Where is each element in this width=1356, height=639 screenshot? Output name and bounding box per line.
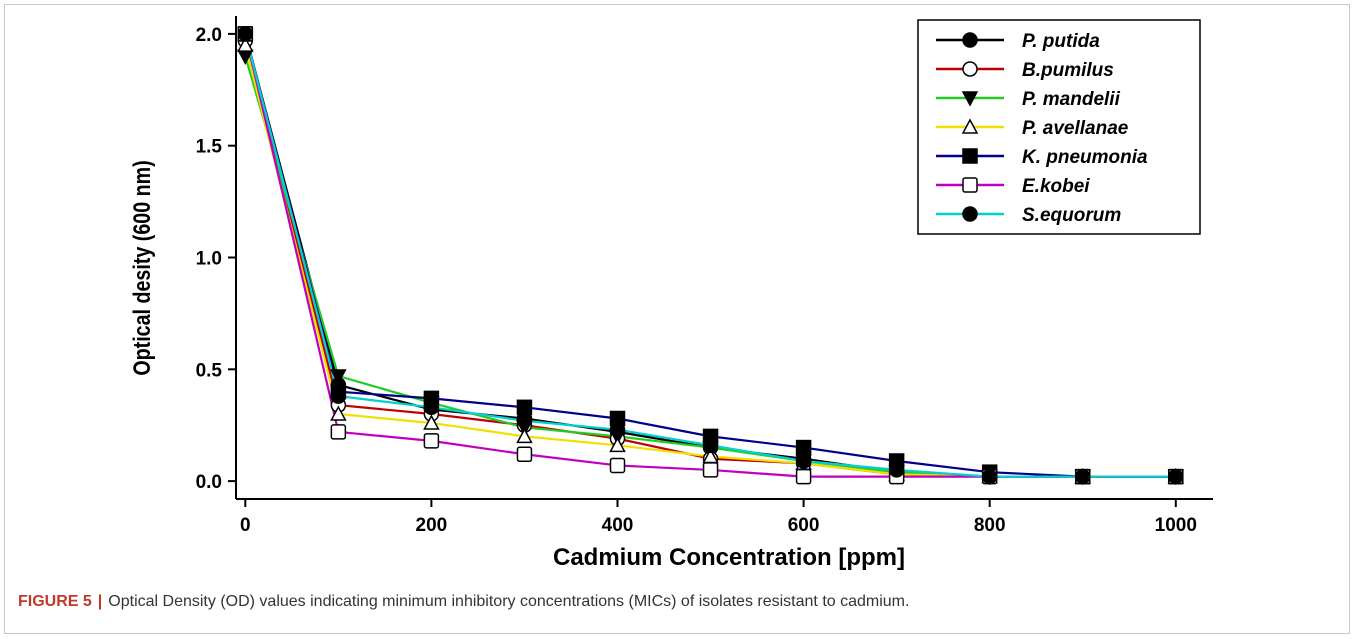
legend-marker xyxy=(962,32,978,48)
data-point xyxy=(702,437,719,454)
legend-label: S.equorum xyxy=(1022,205,1121,226)
legend-marker xyxy=(962,61,978,77)
data-point xyxy=(330,405,347,421)
data-point xyxy=(423,414,440,430)
data-point xyxy=(795,468,812,485)
data-point xyxy=(516,412,533,429)
data-point xyxy=(330,424,347,440)
figure-caption: FIGURE 5 | Optical Density (OD) values ind… xyxy=(18,593,1338,611)
caption-text: Optical Density (OD) values indicating m… xyxy=(108,593,910,610)
data-point xyxy=(795,453,812,469)
y-tick-label: 1.0 xyxy=(196,249,222,270)
data-point xyxy=(516,399,533,416)
legend-label: E.kobei xyxy=(1022,176,1090,197)
x-tick-label: 0 xyxy=(240,515,251,536)
data-point xyxy=(1168,468,1184,485)
legend-marker xyxy=(962,206,978,222)
data-point xyxy=(981,468,998,485)
legend-marker xyxy=(961,91,979,107)
data-point xyxy=(423,433,440,449)
x-tick-label: 800 xyxy=(974,515,1006,536)
legend-label: P. avellanae xyxy=(1022,118,1129,139)
x-axis-label: Cadmium Concentration [ppm] xyxy=(553,544,905,571)
y-tick-label: 1.5 xyxy=(196,137,223,158)
legend-label: K. pneumonia xyxy=(1022,147,1148,168)
data-point xyxy=(609,421,626,438)
legend-label: P. mandelii xyxy=(1022,89,1121,110)
data-point xyxy=(330,388,347,404)
x-tick-label: 1000 xyxy=(1155,515,1197,536)
y-tick-label: 0.0 xyxy=(196,472,222,493)
legend-marker xyxy=(962,177,978,193)
data-point xyxy=(237,36,254,52)
data-point xyxy=(516,427,533,444)
data-point xyxy=(795,439,812,456)
legend-marker xyxy=(961,118,979,134)
x-tick-label: 200 xyxy=(416,515,448,536)
data-point xyxy=(237,26,254,42)
line-chart: 0.0 0.5 1.0 1.5 2.0 0 200 400 600 800 1000 P. putid… xyxy=(128,16,1213,571)
y-tick-label: 2.0 xyxy=(196,25,222,46)
legend-label: B.pumilus xyxy=(1022,60,1114,81)
data-point xyxy=(888,462,905,478)
figure-label: FIGURE 5 xyxy=(18,593,92,610)
y-tick-label: 0.5 xyxy=(196,360,223,381)
data-point xyxy=(609,436,626,453)
x-tick-label: 600 xyxy=(788,515,820,536)
legend-marker xyxy=(962,148,978,164)
data-point xyxy=(423,399,440,416)
legend-label: P. putida xyxy=(1022,31,1100,52)
caption-separator: | xyxy=(97,593,103,610)
data-point xyxy=(1074,468,1091,485)
data-point xyxy=(609,457,626,474)
data-point xyxy=(702,462,719,478)
y-axis-label: Optical desity (600 nm) xyxy=(128,160,155,375)
data-point xyxy=(516,446,533,463)
data-point xyxy=(330,369,347,385)
x-tick-label: 400 xyxy=(602,515,634,536)
